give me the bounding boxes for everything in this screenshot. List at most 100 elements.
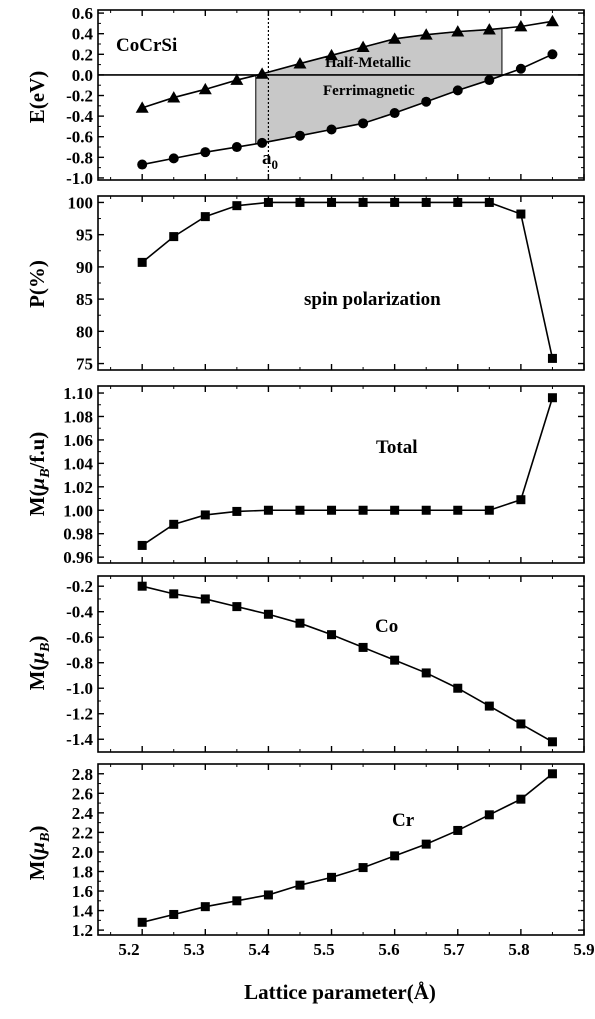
data-point xyxy=(295,197,305,207)
y-tick-label: 85 xyxy=(76,290,93,309)
data-point xyxy=(421,839,431,849)
data-point xyxy=(232,506,242,516)
data-point xyxy=(230,73,244,85)
y-tick-label: 2.6 xyxy=(72,784,93,803)
y-tick-label: 0.2 xyxy=(72,45,93,64)
data-point xyxy=(200,594,210,604)
data-point xyxy=(200,510,210,520)
data-point xyxy=(390,197,400,207)
data-point xyxy=(547,49,558,60)
y-label-sub: B xyxy=(38,468,53,478)
data-point xyxy=(263,197,273,207)
y-tick-label: 1.8 xyxy=(72,862,93,881)
y-tick-label: 1.08 xyxy=(63,407,93,426)
data-point xyxy=(421,197,431,207)
data-point xyxy=(137,917,147,927)
data-point xyxy=(326,124,337,135)
data-point xyxy=(325,48,339,61)
y-label-mu: μ xyxy=(25,842,49,855)
y-tick-label: -1.0 xyxy=(66,679,93,698)
series-line xyxy=(141,585,553,743)
data-point xyxy=(484,505,494,515)
x-tick-label: 5.6 xyxy=(378,940,399,959)
y-label-suffix: ) xyxy=(25,636,49,643)
data-point xyxy=(198,82,212,95)
data-point xyxy=(295,880,305,890)
data-point xyxy=(137,257,147,267)
x-tick-label: 5.3 xyxy=(183,940,204,959)
data-point xyxy=(169,589,179,599)
data-point xyxy=(169,909,179,919)
data-point xyxy=(327,630,337,640)
compound-label: CoCrSi xyxy=(116,35,177,56)
series-line xyxy=(142,53,553,166)
x-tick-label: 5.4 xyxy=(248,940,270,959)
y-label-mu: μ xyxy=(25,652,49,665)
data-point xyxy=(453,197,463,207)
data-point xyxy=(390,655,400,665)
region-label-half-metallic: Half-Metallic xyxy=(325,55,411,71)
data-point xyxy=(389,108,400,119)
a0-label-sub: 0 xyxy=(272,157,279,172)
data-point xyxy=(295,618,305,628)
data-point xyxy=(451,25,465,37)
data-point xyxy=(484,701,494,711)
y-tick-label: 0.4 xyxy=(72,25,94,44)
y-label-prefix: M( xyxy=(25,854,49,881)
y-label-mu: μ xyxy=(25,478,49,491)
data-point xyxy=(168,153,179,164)
panels: 0.60.40.20.0-0.2-0.4-0.6-0.8-1.010095908… xyxy=(63,4,585,940)
y-axis-label-energy: E(eV) xyxy=(25,71,49,123)
data-point xyxy=(167,91,181,103)
y-label-suffix: ) xyxy=(25,826,49,833)
y-tick-label: 0.98 xyxy=(63,525,93,544)
y-tick-label: 80 xyxy=(76,322,93,341)
data-point xyxy=(358,197,368,207)
data-point xyxy=(484,810,494,820)
co-label: Co xyxy=(375,616,398,637)
x-tick-label: 5.5 xyxy=(313,940,334,959)
y-label-suffix: /f.u) xyxy=(25,432,49,470)
y-axis-label-polarization: P(%) xyxy=(25,260,49,308)
data-point xyxy=(137,581,147,591)
y-tick-label: 1.04 xyxy=(63,454,93,473)
data-point xyxy=(547,393,557,403)
spin-polarization-label: spin polarization xyxy=(304,289,441,310)
x-tick-label: 5.9 xyxy=(573,940,594,959)
y-tick-label: -0.6 xyxy=(66,628,93,647)
data-point xyxy=(327,505,337,515)
data-point xyxy=(255,67,269,79)
y-tick-label: -0.4 xyxy=(66,107,93,126)
y-tick-label: 2.4 xyxy=(72,804,94,823)
y-tick-label: 75 xyxy=(76,355,93,374)
data-point xyxy=(452,85,463,96)
panel-cr_moment: 2.82.62.42.22.01.81.61.41.2 xyxy=(72,763,585,940)
x-tick-labels: 5.2 5.3 5.4 5.5 5.6 5.7 5.8 5.9 xyxy=(118,940,594,959)
y-label-prefix: M( xyxy=(25,489,49,516)
data-point xyxy=(516,794,526,804)
data-point xyxy=(263,505,273,515)
cr-label: Cr xyxy=(392,810,415,831)
y-tick-label: 1.2 xyxy=(72,921,93,940)
data-point xyxy=(547,737,557,747)
panel-total_moment: 1.10 1.08 1.06 1.04 1.02 1.00 0.98 0.96 xyxy=(63,384,585,567)
data-point xyxy=(200,902,210,912)
plot-frame xyxy=(97,385,585,564)
series-line xyxy=(141,773,553,924)
data-point xyxy=(453,505,463,515)
data-point xyxy=(516,209,526,219)
y-tick-label: 1.6 xyxy=(72,882,93,901)
y-label-sub: B xyxy=(38,833,53,843)
panel-energy: 0.6 0.40.2 0.0 -0.2-0.4 -0.6-0.8 -1.0 xyxy=(66,4,585,188)
y-tick-label: 1.00 xyxy=(63,501,93,520)
data-point xyxy=(514,19,528,32)
y-tick-label: 95 xyxy=(76,226,93,245)
y-tick-label: -1.0 xyxy=(66,169,93,188)
a0-label: a0 xyxy=(262,148,278,172)
data-point xyxy=(545,14,559,27)
y-label-sub: B xyxy=(38,643,53,653)
data-point xyxy=(421,96,432,107)
data-point xyxy=(419,28,433,40)
a0-label-main: a xyxy=(262,148,272,169)
